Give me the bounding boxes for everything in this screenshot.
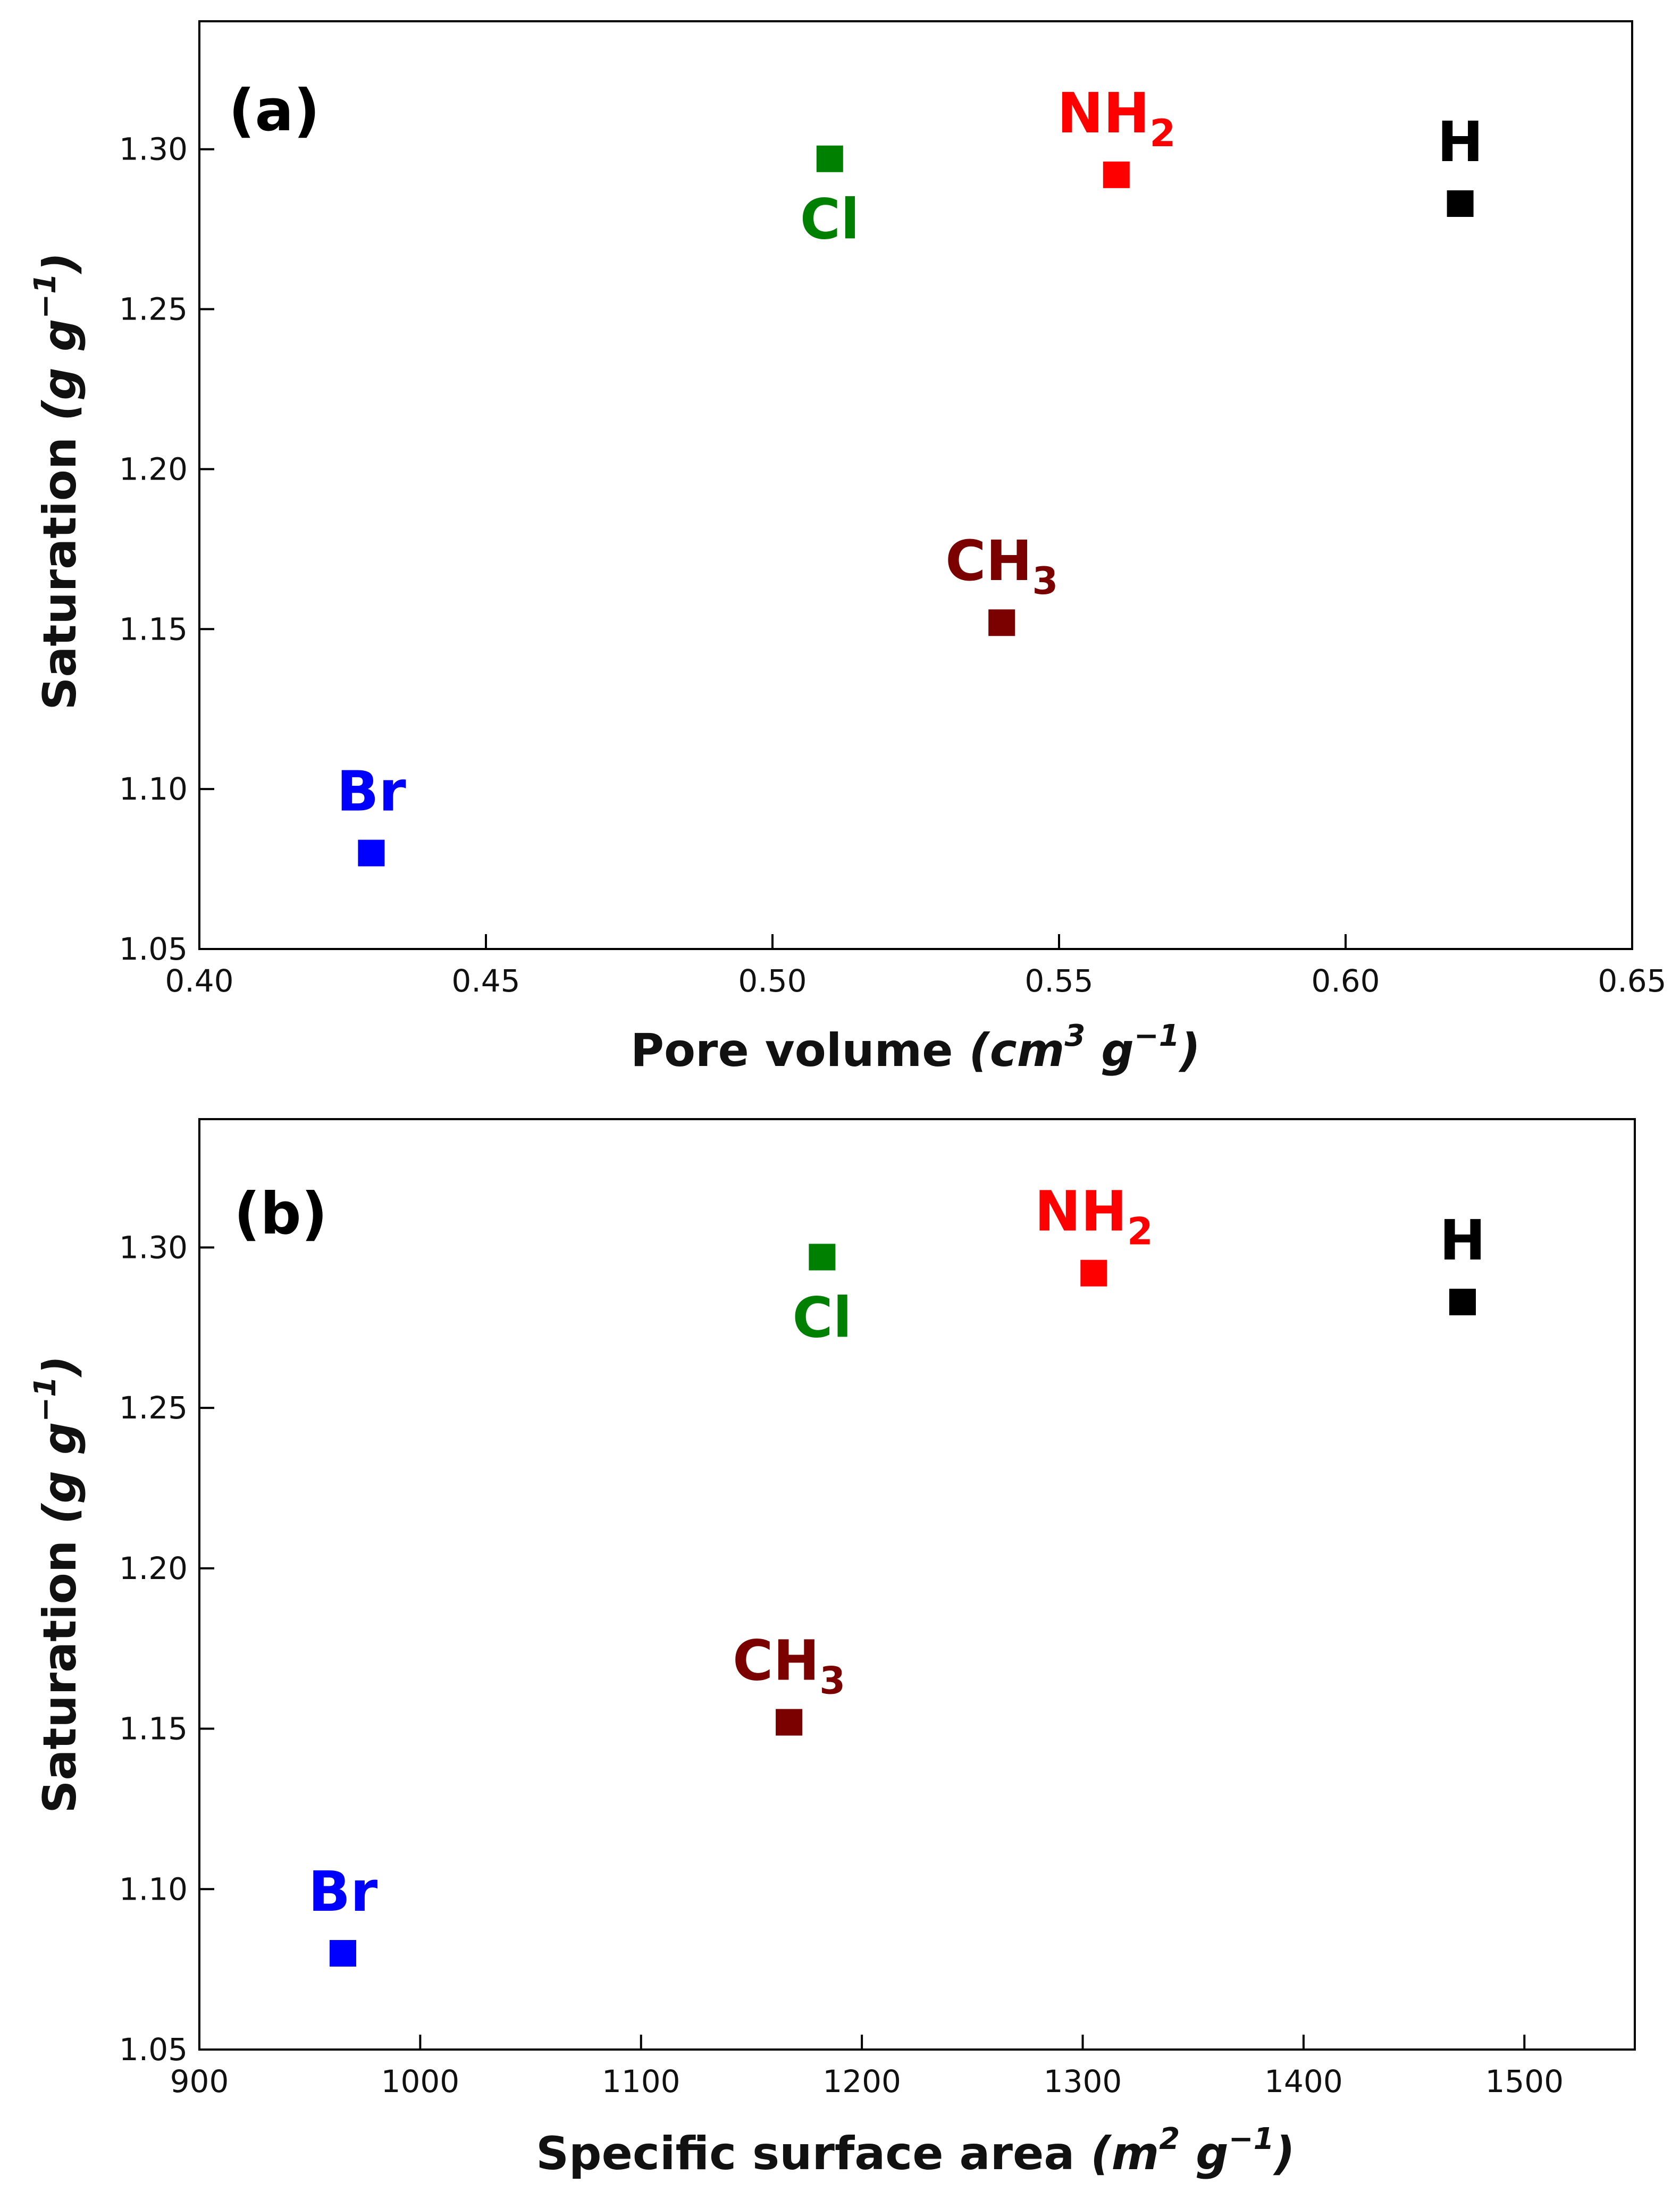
- panel-b-x-tick-label: 900: [170, 2063, 229, 2100]
- panel-a-y-axis-label: Saturation (g g−1): [28, 252, 87, 710]
- panel-a-y-tick-label: 1.15: [119, 611, 188, 647]
- panel-a-point-label-br: Br: [337, 759, 406, 824]
- panel-a-point-label-ch3: CH3: [945, 528, 1058, 603]
- panel-a-point-h: [1447, 190, 1474, 217]
- panel-b-y-axis-label: Saturation (g g−1): [28, 1355, 87, 1813]
- panel-b-point-label-cl: Cl: [792, 1285, 852, 1350]
- panel-b-y-ticks: 1.05 1.10 1.15 1.20 1.25 1.30: [119, 1229, 214, 2068]
- panel-a-point-label-cl: Cl: [800, 187, 860, 252]
- panel-b-y-tick-label: 1.20: [119, 1550, 188, 1586]
- panel-a-data-points: Br Cl CH3 NH2 H: [337, 81, 1483, 867]
- panel-b-x-tick-label: 1100: [602, 2063, 681, 2100]
- panel-b-point-h: [1449, 1288, 1476, 1315]
- panel-b-x-tick-label: 1500: [1485, 2063, 1564, 2100]
- panel-b-plot-frame: [198, 1118, 1636, 2051]
- panel-a-x-tick-label: 0.55: [1024, 963, 1093, 999]
- panel-b-point-label-ch3: CH3: [733, 1628, 845, 1702]
- panel-a-point-nh2: [1103, 161, 1130, 188]
- panel-a-x-tick-label: 0.60: [1311, 963, 1380, 999]
- panel-b-point-label-h: H: [1439, 1208, 1485, 1273]
- panel-b-x-tick-label: 1300: [1044, 2063, 1122, 2100]
- panel-b-label: (b): [234, 1181, 327, 1247]
- panel-b-x-tick-label: 1000: [381, 2063, 460, 2100]
- panel-a-point-br: [358, 839, 385, 867]
- panel-a-point-cl: [816, 145, 843, 172]
- panel-a-pore-volume-chart: 0.40 0.45 0.50 0.55 0.60 0.65 1.05 1.10 1.15 1.2…: [28, 20, 1667, 1077]
- panel-b-point-cl: [809, 1244, 836, 1271]
- panel-b-point-label-nh2: NH2: [1035, 1179, 1153, 1254]
- panel-a-x-axis-label: Pore volume (cm3 g−1): [631, 1019, 1200, 1077]
- panel-a-y-tick-label: 1.25: [119, 291, 188, 328]
- panel-b-x-tick-label: 1200: [822, 2063, 901, 2100]
- panel-b-y-tick-label: 1.15: [119, 1711, 188, 1747]
- panel-a-x-tick-label: 0.45: [451, 963, 520, 999]
- panel-b-y-tick-label: 1.10: [119, 1871, 188, 1907]
- panel-a-point-label-nh2: NH2: [1057, 81, 1175, 155]
- panel-b-data-points: Br Cl CH3 NH2 H: [308, 1179, 1486, 1967]
- panel-a-y-tick-label: 1.30: [119, 131, 188, 167]
- panel-a-x-tick-label: 0.50: [738, 963, 807, 999]
- panel-b-y-tick-label: 1.25: [119, 1390, 188, 1426]
- panel-a-x-tick-label: 0.40: [165, 963, 233, 999]
- panel-b-surface-area-chart: 900 1000 1100 1200 1300 1400 1500 1.05 1.10 1.15…: [28, 1118, 1636, 2180]
- panel-a-x-ticks: 0.40 0.45 0.50 0.55 0.60 0.65: [165, 934, 1667, 999]
- panel-a-point-label-h: H: [1437, 110, 1483, 174]
- panel-a-plot-frame: [198, 20, 1633, 950]
- panel-b-point-ch3: [776, 1709, 803, 1736]
- panel-a-point-ch3: [988, 609, 1015, 636]
- panel-a-x-tick-label: 0.65: [1598, 963, 1666, 999]
- panel-b-x-ticks: 900 1000 1100 1200 1300 1400 1500: [170, 2035, 1564, 2100]
- panel-a-y-tick-label: 1.10: [119, 771, 188, 807]
- panel-b-point-nh2: [1080, 1259, 1107, 1287]
- panel-b-point-br: [330, 1939, 356, 1967]
- panel-b-point-label-br: Br: [308, 1859, 378, 1924]
- panel-a-y-tick-label: 1.20: [119, 451, 188, 487]
- panel-a-y-ticks: 1.05 1.10 1.15 1.20 1.25 1.30: [119, 131, 214, 967]
- panel-b-x-tick-label: 1400: [1264, 2063, 1343, 2100]
- panel-b-y-tick-label: 1.30: [119, 1229, 188, 1265]
- panel-b-x-axis-label: Specific surface area (m2 g−1): [536, 2122, 1295, 2180]
- panel-a-y-tick-label: 1.05: [119, 931, 188, 967]
- panel-b-y-tick-label: 1.05: [119, 2031, 188, 2068]
- panel-a-label: (a): [229, 78, 320, 144]
